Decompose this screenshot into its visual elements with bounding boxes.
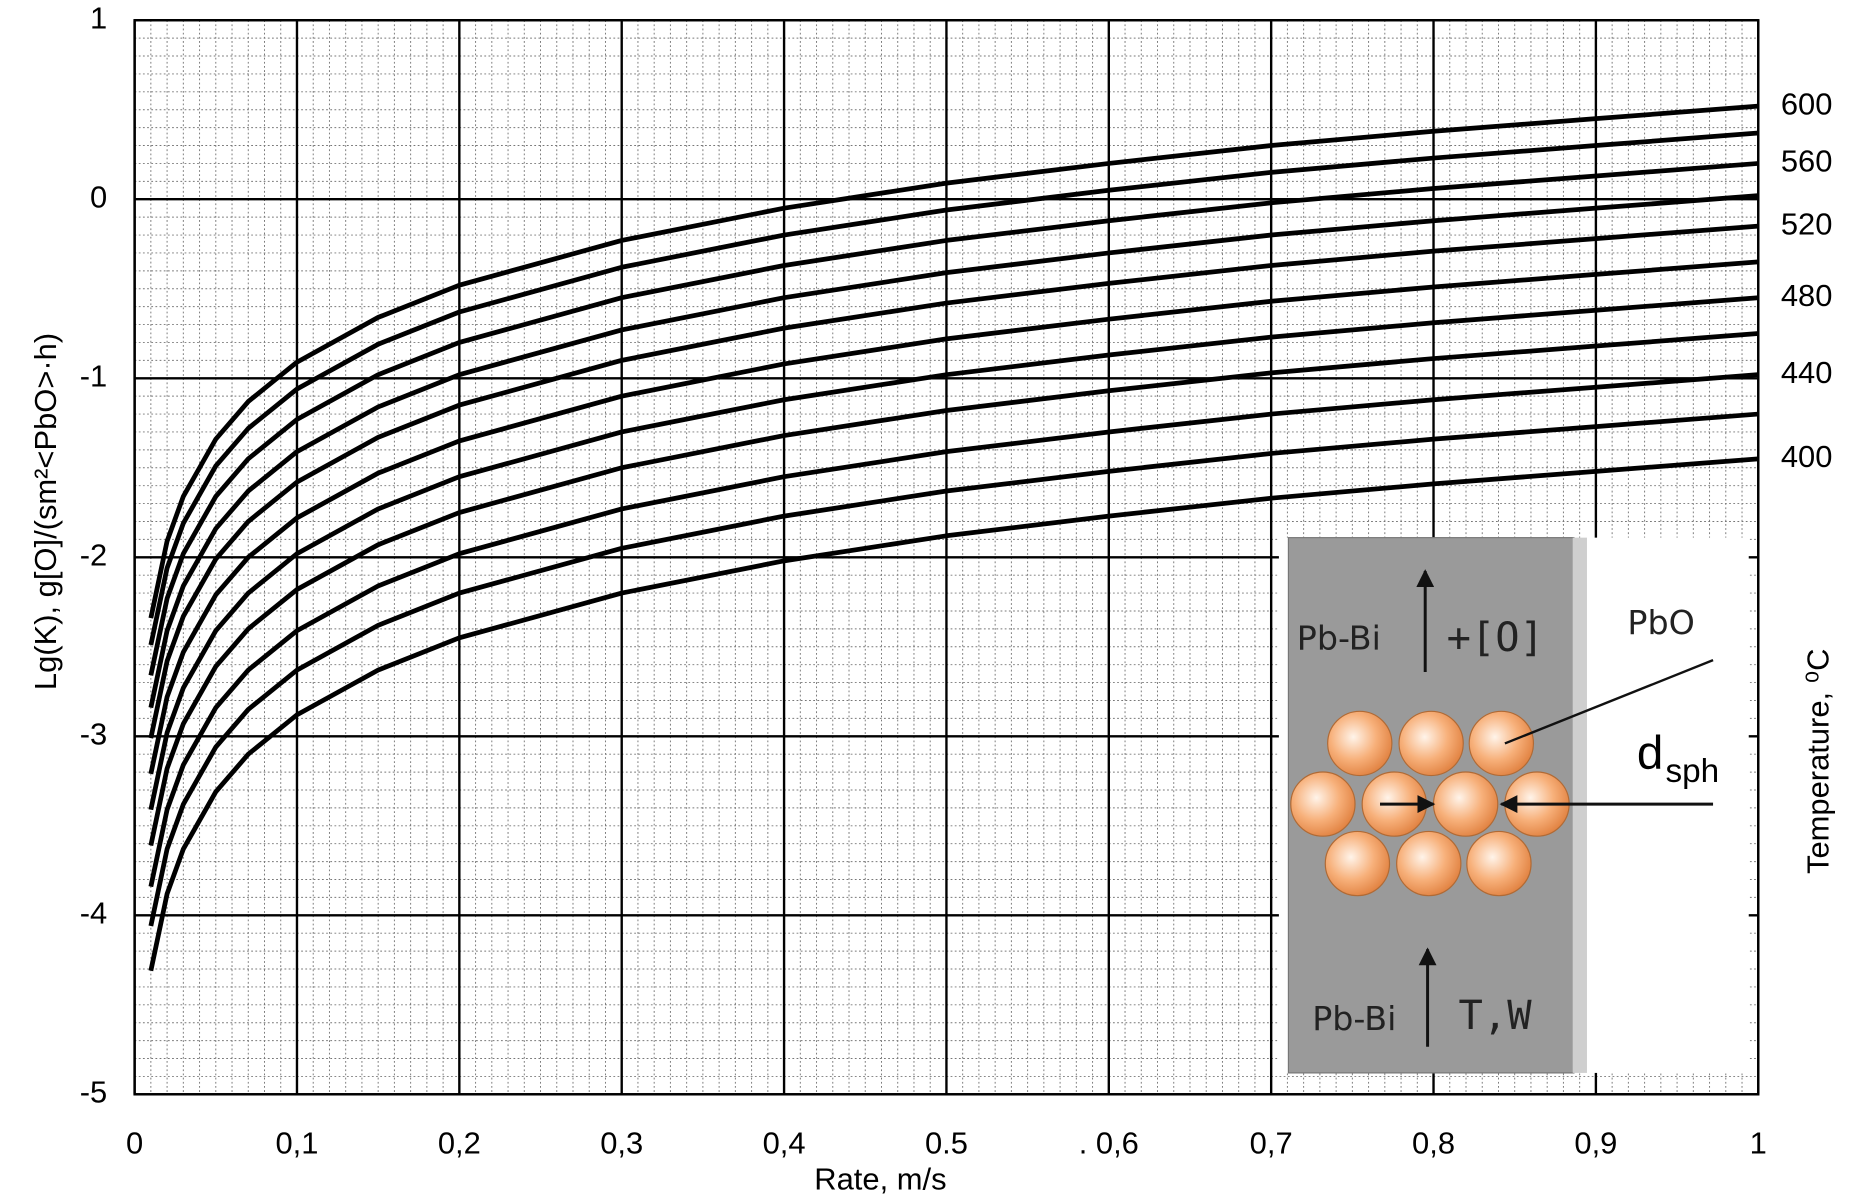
inset: Pb-Bi +[O] PbO d sph Pb-Bi T,W — [1278, 537, 1749, 1074]
y-tick-label: 1 — [90, 0, 107, 35]
y-tick-label: -5 — [80, 1074, 107, 1109]
curve — [148, 161, 1759, 676]
y2-axis-label: Temperature, ⁰C — [1800, 649, 1835, 874]
curve — [148, 223, 1759, 739]
y-tick-label: -1 — [80, 358, 107, 393]
x-tick-label: . 0,6 — [1079, 1126, 1139, 1161]
y-tick-label: -2 — [80, 537, 107, 572]
curve — [148, 295, 1759, 811]
x-tick-label: 0,9 — [1574, 1126, 1617, 1161]
curve — [148, 456, 1759, 972]
x-tick-label: 0.5 — [925, 1126, 968, 1161]
x-tick-label: 0,8 — [1412, 1126, 1455, 1161]
y-tick-label: 0 — [90, 179, 107, 214]
series-label: 560 — [1781, 144, 1833, 179]
series-label: 480 — [1781, 278, 1833, 313]
y-tick-label: -4 — [80, 895, 107, 930]
series-label: 440 — [1781, 355, 1833, 390]
curve — [148, 193, 1759, 709]
curve — [148, 372, 1759, 888]
y-axis-label: Lg(K), g[O]/(sm²<PbO>·h) — [28, 333, 63, 690]
series-label: 400 — [1781, 439, 1833, 474]
x-tick-label: 0,7 — [1250, 1126, 1293, 1161]
x-tick-label: 1 — [1750, 1126, 1767, 1161]
x-tick-label: 0,2 — [438, 1126, 481, 1161]
series-label: 520 — [1781, 206, 1833, 241]
spheres — [1290, 710, 1570, 897]
labels: 600 560 520 480 440 400 — [1781, 86, 1833, 474]
arrows — [1380, 569, 1714, 1047]
series-label: 600 — [1781, 86, 1833, 121]
x-tick-label: 0,4 — [763, 1126, 806, 1161]
inset-text: +[O] — [1447, 613, 1544, 661]
inset-text: PbO — [1627, 603, 1694, 642]
curve — [148, 411, 1759, 927]
x-tick-label: 0,3 — [600, 1126, 643, 1161]
inset-text: T,W — [1459, 991, 1533, 1039]
inset-text: sph — [1665, 753, 1719, 790]
x-tick-label: 0 — [126, 1126, 143, 1161]
x-axis-label: Rate, m/s — [814, 1161, 946, 1196]
curves — [148, 103, 1759, 972]
curve — [148, 331, 1759, 846]
y-tick-label: -3 — [80, 716, 107, 751]
inset-text: d — [1637, 727, 1663, 780]
inset-text: Pb-Bi — [1312, 999, 1396, 1038]
curve — [148, 259, 1759, 775]
curve — [148, 130, 1759, 646]
inset-text: Pb-Bi — [1297, 618, 1381, 657]
plot-frame — [133, 19, 1760, 1096]
curve — [148, 103, 1759, 619]
x-tick-label: 0,1 — [275, 1126, 318, 1161]
